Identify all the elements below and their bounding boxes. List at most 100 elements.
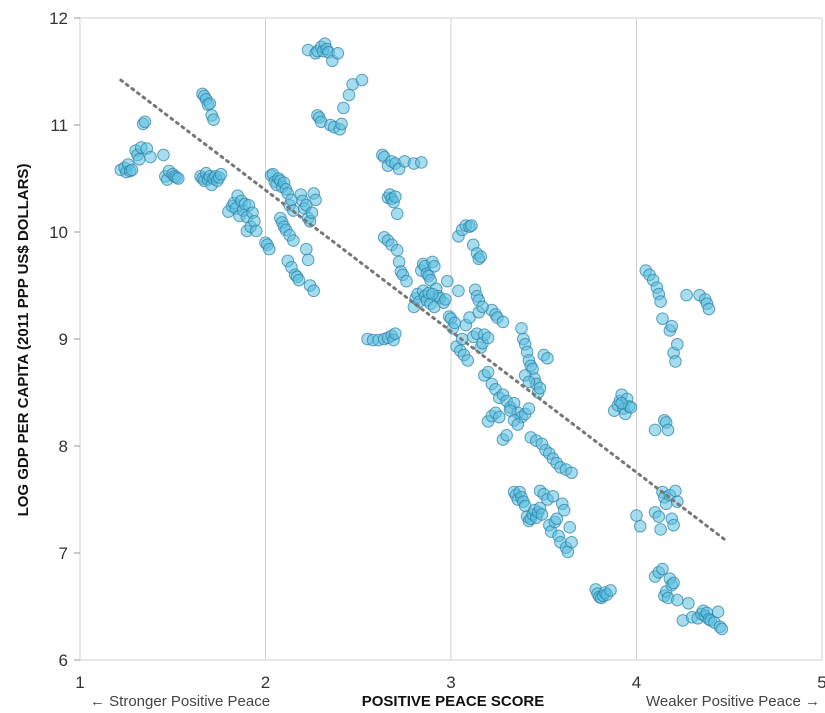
y-axis-label: LOG GDP PER CAPITA (2011 PPP US$ DOLLARS… bbox=[15, 164, 32, 517]
y-tick-label: 10 bbox=[49, 223, 68, 242]
data-point bbox=[133, 152, 146, 166]
y-tick-label: 6 bbox=[59, 651, 68, 670]
y-axis-ticks: 6 7 8 9 10 11 12 bbox=[49, 9, 80, 670]
data-points bbox=[114, 37, 729, 636]
data-point bbox=[682, 596, 695, 610]
data-point bbox=[452, 284, 465, 298]
data-point bbox=[337, 101, 350, 115]
data-point bbox=[331, 47, 345, 60]
y-tick-label: 7 bbox=[59, 544, 68, 563]
data-point bbox=[563, 521, 577, 534]
data-point bbox=[287, 234, 300, 247]
x-tick-label: 3 bbox=[446, 673, 455, 692]
data-point bbox=[335, 117, 348, 131]
data-point bbox=[604, 584, 617, 597]
data-point bbox=[307, 284, 321, 298]
data-point bbox=[702, 302, 716, 316]
data-point bbox=[301, 253, 315, 267]
data-point bbox=[157, 148, 170, 162]
data-point bbox=[522, 375, 536, 389]
data-point bbox=[207, 113, 220, 126]
grid-lines bbox=[79, 17, 823, 661]
data-point bbox=[667, 576, 680, 590]
data-point bbox=[633, 519, 647, 533]
data-point bbox=[615, 396, 628, 410]
data-point bbox=[389, 190, 402, 203]
data-point bbox=[203, 97, 217, 110]
data-point bbox=[342, 88, 356, 102]
data-point bbox=[511, 418, 525, 431]
data-point bbox=[515, 322, 528, 335]
data-point bbox=[667, 518, 680, 532]
data-point bbox=[550, 512, 564, 526]
data-point bbox=[535, 508, 549, 521]
data-point bbox=[262, 242, 276, 256]
data-point bbox=[669, 484, 682, 498]
data-point bbox=[415, 156, 428, 169]
data-point bbox=[656, 562, 669, 576]
data-point bbox=[711, 605, 725, 619]
data-point bbox=[300, 242, 313, 256]
stronger-positive-peace-annotation: ← Stronger Positive Peace bbox=[90, 693, 270, 710]
data-point bbox=[439, 293, 452, 306]
data-point bbox=[400, 274, 413, 288]
data-point bbox=[565, 536, 578, 549]
y-tick-label: 9 bbox=[59, 330, 68, 349]
data-point bbox=[172, 172, 185, 185]
data-point bbox=[541, 351, 554, 365]
data-point bbox=[648, 423, 662, 437]
data-point bbox=[492, 410, 506, 424]
data-point bbox=[565, 466, 578, 480]
data-point bbox=[652, 510, 666, 523]
data-point bbox=[661, 423, 675, 437]
data-point bbox=[500, 429, 513, 442]
data-point bbox=[309, 193, 322, 207]
data-point bbox=[630, 509, 643, 522]
data-point bbox=[481, 331, 495, 345]
data-point bbox=[463, 311, 476, 324]
data-point bbox=[654, 523, 667, 536]
data-point bbox=[522, 402, 536, 415]
data-point bbox=[465, 219, 478, 232]
data-point bbox=[461, 354, 474, 367]
y-tick-label: 8 bbox=[59, 437, 68, 456]
data-point bbox=[426, 287, 439, 301]
data-point bbox=[557, 503, 571, 517]
trend-line bbox=[119, 78, 728, 542]
data-point bbox=[440, 274, 454, 288]
data-point bbox=[669, 355, 682, 368]
data-point bbox=[428, 259, 441, 273]
x-tick-label: 4 bbox=[632, 673, 641, 692]
data-point bbox=[671, 593, 684, 607]
x-tick-label: 5 bbox=[817, 673, 825, 692]
x-axis-ticks: 1 2 3 4 5 bbox=[75, 673, 825, 692]
data-point bbox=[481, 365, 495, 379]
data-point bbox=[546, 489, 560, 503]
data-point bbox=[138, 115, 152, 129]
data-point bbox=[496, 315, 510, 329]
data-point bbox=[533, 381, 547, 395]
data-point bbox=[125, 163, 139, 177]
data-point bbox=[292, 273, 306, 287]
x-axis-label: POSITIVE PEACE SCORE bbox=[362, 693, 545, 710]
data-point bbox=[390, 207, 404, 221]
data-point bbox=[656, 312, 669, 325]
data-point bbox=[654, 295, 667, 308]
data-point bbox=[448, 316, 462, 330]
y-tick-label: 12 bbox=[49, 9, 68, 28]
data-point bbox=[680, 288, 693, 302]
data-point bbox=[389, 327, 402, 340]
data-point bbox=[144, 150, 157, 164]
data-point bbox=[249, 224, 263, 238]
weaker-positive-peace-annotation: Weaker Positive Peace → bbox=[646, 693, 820, 710]
data-point bbox=[474, 250, 487, 263]
data-point bbox=[715, 622, 729, 636]
data-point bbox=[671, 338, 684, 351]
data-point bbox=[355, 73, 369, 87]
data-point bbox=[665, 319, 679, 333]
data-point bbox=[214, 167, 228, 181]
x-tick-label: 1 bbox=[75, 673, 84, 692]
y-tick-label: 11 bbox=[50, 116, 68, 135]
data-point bbox=[305, 206, 319, 220]
